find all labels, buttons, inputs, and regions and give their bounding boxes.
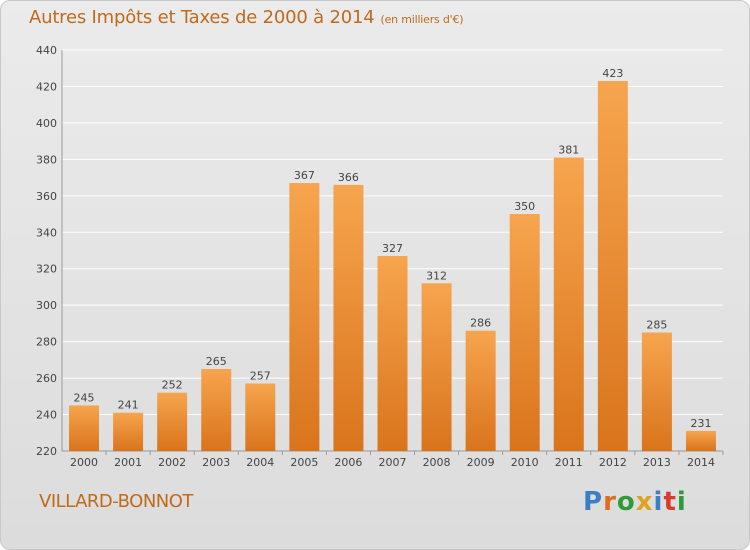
y-tick-label: 260: [36, 372, 57, 385]
bar: [509, 214, 540, 451]
x-tick-label: 2012: [599, 456, 627, 469]
y-tick-label: 280: [36, 336, 57, 349]
logo-letter: t: [663, 487, 677, 517]
y-tick-label: 300: [36, 299, 57, 312]
x-tick-label: 2011: [555, 456, 583, 469]
bar: [641, 332, 672, 451]
bar: [69, 405, 100, 451]
bar-value-label: 231: [690, 417, 711, 430]
y-tick-label: 220: [36, 445, 57, 458]
bar-value-label: 350: [514, 200, 535, 213]
bar-value-label: 257: [250, 370, 271, 383]
x-tick-label: 2007: [379, 456, 407, 469]
bar-value-label: 327: [382, 242, 403, 255]
x-tick-label: 2013: [643, 456, 671, 469]
bar: [201, 368, 232, 451]
bar-value-label: 252: [162, 379, 183, 392]
bar-value-label: 286: [470, 317, 491, 330]
bar-value-label: 423: [602, 67, 623, 80]
x-tick-label: 2001: [114, 456, 142, 469]
x-tick-label: 2014: [687, 456, 715, 469]
y-tick-label: 380: [36, 153, 57, 166]
logo-letter: i: [653, 487, 664, 517]
unit-label: (en milliers d'€): [380, 13, 464, 26]
chart-title: Autres Impôts et Taxes de 2000 à 2014 (en…: [29, 7, 464, 28]
bar-value-label: 241: [118, 399, 139, 412]
bar-value-label: 312: [426, 269, 447, 282]
bar-value-label: 245: [74, 391, 95, 404]
bar-value-label: 366: [338, 171, 359, 184]
bar-value-label: 381: [558, 144, 579, 157]
bar: [333, 184, 364, 451]
bar: [157, 392, 188, 451]
y-tick-label: 360: [36, 190, 57, 203]
y-tick-label: 240: [36, 409, 57, 422]
title-text: Autres Impôts et Taxes de 2000 à 2014: [29, 7, 375, 28]
bar: [465, 330, 496, 451]
x-tick-label: 2002: [158, 456, 186, 469]
x-tick-label: 2009: [467, 456, 495, 469]
bar: [289, 183, 320, 452]
x-tick-label: 2010: [511, 456, 539, 469]
bar: [685, 430, 716, 451]
logo-letter: i: [676, 487, 687, 517]
x-tick-label: 2005: [290, 456, 318, 469]
y-tick-label: 340: [36, 226, 57, 239]
x-tick-label: 2000: [70, 456, 98, 469]
logo-letter: x: [635, 487, 654, 517]
logo-letter: o: [616, 487, 636, 517]
proxiti-logo: Proxiti: [583, 487, 687, 517]
x-tick-label: 2004: [246, 456, 274, 469]
bar: [421, 283, 452, 451]
y-tick-label: 420: [36, 80, 57, 93]
y-tick-label: 400: [36, 117, 57, 130]
bar: [113, 412, 144, 451]
bar: [245, 383, 276, 451]
bar-value-label: 285: [646, 319, 667, 332]
x-tick-label: 2008: [423, 456, 451, 469]
bar: [553, 157, 584, 452]
bar-value-label: 367: [294, 169, 315, 182]
y-tick-label: 440: [36, 44, 57, 57]
bar: [377, 255, 408, 451]
location-label: VILLARD-BONNOT: [39, 491, 193, 512]
bar: [597, 80, 628, 452]
logo-letter: r: [603, 487, 617, 517]
bar-value-label: 265: [206, 355, 227, 368]
x-tick-label: 2006: [334, 456, 362, 469]
x-tick-label: 2003: [202, 456, 230, 469]
logo-letter: P: [583, 487, 604, 517]
y-tick-label: 320: [36, 263, 57, 276]
